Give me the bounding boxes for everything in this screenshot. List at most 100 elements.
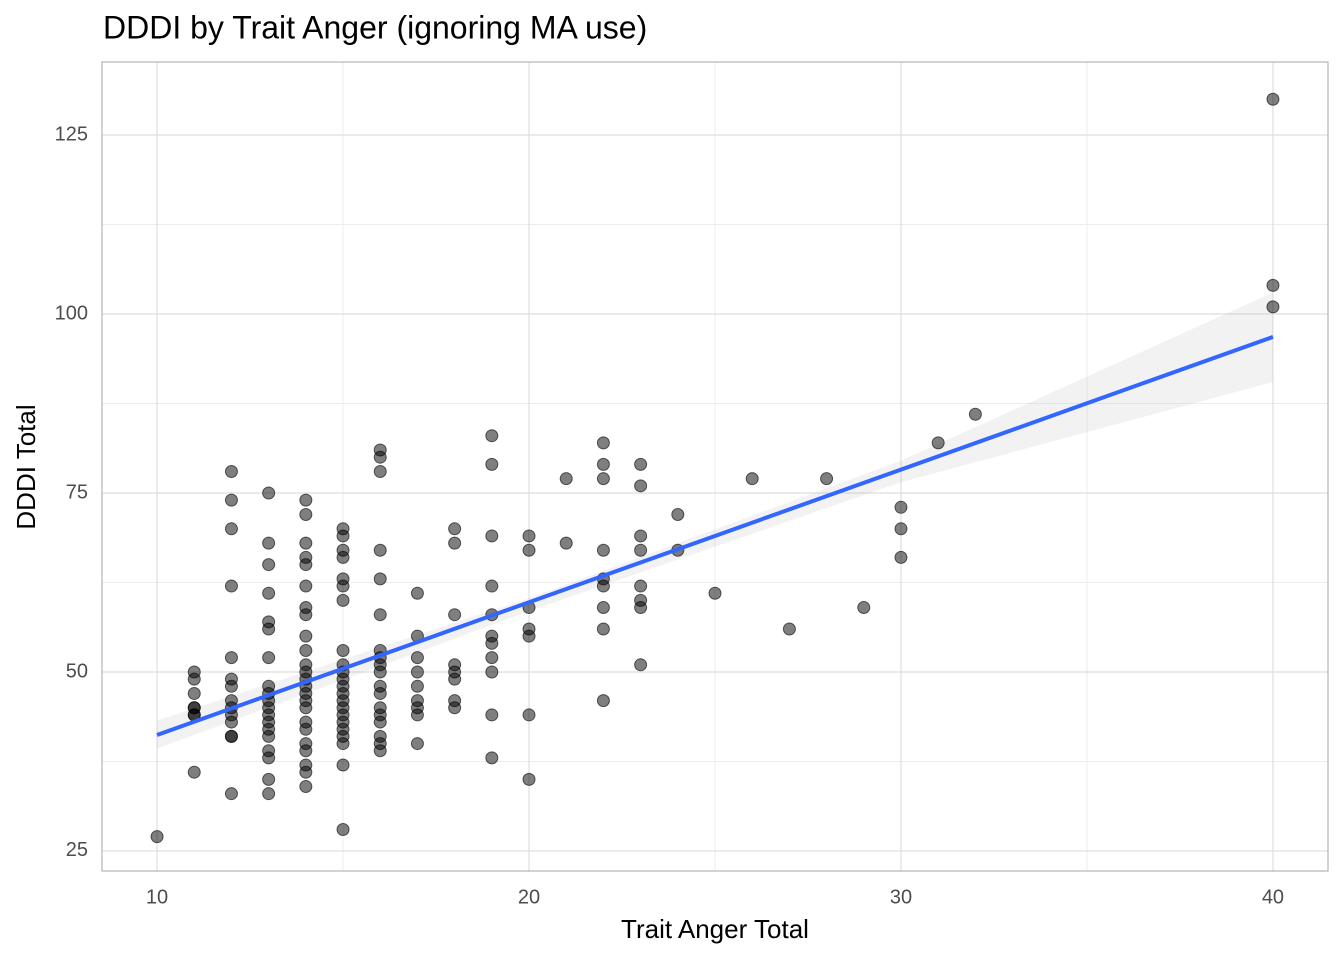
data-point: [671, 507, 685, 521]
data-point: [224, 651, 238, 665]
data-point: [373, 665, 387, 679]
data-point: [262, 622, 276, 636]
data-point: [522, 629, 536, 643]
data-point: [373, 572, 387, 586]
data-point: [634, 543, 648, 557]
data-point: [299, 744, 313, 758]
data-point: [262, 558, 276, 572]
data-point: [968, 407, 982, 421]
data-point: [485, 429, 499, 443]
data-point: [373, 715, 387, 729]
data-point: [262, 787, 276, 801]
data-point: [336, 822, 350, 836]
data-point: [224, 715, 238, 729]
data-point: [299, 701, 313, 715]
data-point: [634, 529, 648, 543]
data-point: [373, 608, 387, 622]
data-point: [634, 601, 648, 615]
data-point: [299, 722, 313, 736]
data-point: [596, 543, 610, 557]
y-tick-label: 100: [55, 302, 88, 324]
data-point: [224, 787, 238, 801]
data-point: [224, 493, 238, 507]
data-point: [596, 601, 610, 615]
data-point: [782, 622, 796, 636]
data-point: [485, 579, 499, 593]
data-point: [1266, 92, 1280, 106]
data-point: [373, 744, 387, 758]
y-tick-label: 25: [66, 839, 88, 861]
data-point: [448, 536, 462, 550]
data-point: [187, 672, 201, 686]
data-point: [894, 550, 908, 564]
panel-border: [101, 61, 1329, 872]
data-point: [894, 522, 908, 536]
data-point: [634, 579, 648, 593]
data-point: [224, 465, 238, 479]
data-point: [299, 536, 313, 550]
data-point: [448, 701, 462, 715]
data-point: [262, 772, 276, 786]
data-point: [448, 608, 462, 622]
x-axis-title: Trait Anger Total: [621, 914, 809, 944]
data-point: [150, 830, 164, 844]
fit-line: [156, 335, 1274, 737]
data-point: [224, 579, 238, 593]
data-point: [634, 658, 648, 672]
data-point: [336, 550, 350, 564]
data-point: [299, 493, 313, 507]
data-point: [596, 457, 610, 471]
data-point: [485, 651, 499, 665]
data-point: [410, 737, 424, 751]
data-point: [224, 679, 238, 693]
data-point: [596, 579, 610, 593]
y-tick-label: 50: [66, 660, 88, 682]
data-point: [522, 529, 536, 543]
data-point: [485, 708, 499, 722]
data-point: [299, 765, 313, 779]
data-point: [522, 543, 536, 557]
data-point: [373, 543, 387, 557]
data-point: [336, 579, 350, 593]
data-point: [522, 772, 536, 786]
data-point: [373, 465, 387, 479]
data-point: [596, 472, 610, 486]
data-point: [299, 608, 313, 622]
data-point: [336, 529, 350, 543]
data-point: [262, 729, 276, 743]
data-point: [410, 665, 424, 679]
data-point: [1266, 300, 1280, 314]
data-point: [299, 780, 313, 794]
data-point: [224, 729, 238, 743]
data-point: [299, 507, 313, 521]
data-point: [410, 586, 424, 600]
y-axis-title: DDDI Total: [11, 404, 41, 529]
data-point: [596, 622, 610, 636]
data-point: [448, 672, 462, 686]
data-point: [634, 457, 648, 471]
data-point: [187, 686, 201, 700]
data-point: [262, 486, 276, 500]
data-point: [336, 643, 350, 657]
data-point: [262, 536, 276, 550]
data-point: [336, 758, 350, 772]
data-point: [299, 558, 313, 572]
data-point: [634, 479, 648, 493]
data-point: [745, 472, 759, 486]
data-point: [485, 529, 499, 543]
data-point: [262, 751, 276, 765]
data-point: [485, 665, 499, 679]
data-point: [485, 751, 499, 765]
data-point: [559, 536, 573, 550]
data-point: [522, 708, 536, 722]
data-point: [857, 601, 871, 615]
data-point: [224, 522, 238, 536]
data-point: [485, 636, 499, 650]
data-point: [1266, 278, 1280, 292]
data-point: [373, 450, 387, 464]
data-point: [931, 436, 945, 450]
data-point: [485, 457, 499, 471]
data-point: [596, 694, 610, 708]
